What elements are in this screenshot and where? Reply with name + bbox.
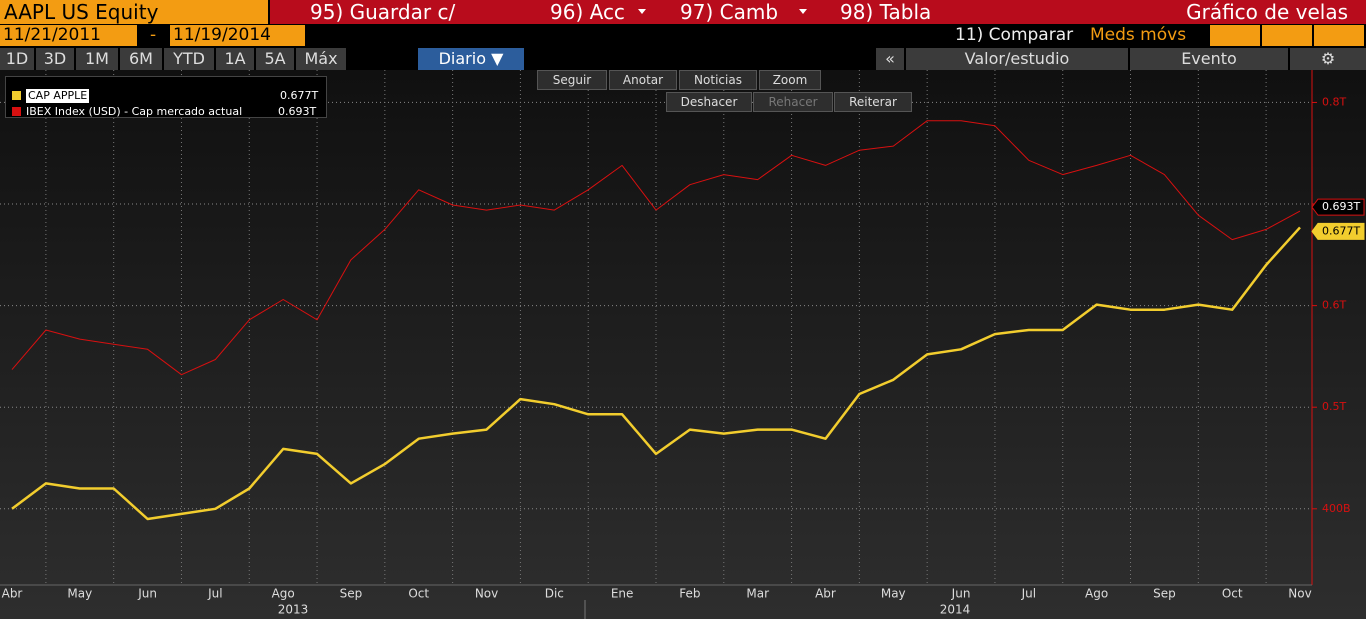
y-tick-label: 400B — [1322, 502, 1351, 515]
period-button[interactable]: 1A — [216, 48, 254, 70]
date-separator: - — [150, 25, 157, 45]
period-button[interactable]: Máx — [296, 48, 346, 70]
tool-button[interactable]: Zoom — [759, 70, 821, 90]
x-tick-label: Sep — [340, 587, 363, 601]
menu-item[interactable]: 98) Tabla — [840, 0, 932, 24]
event[interactable]: Evento — [1130, 48, 1288, 70]
tool-button[interactable]: Reiterar — [834, 92, 912, 112]
chart-background — [0, 70, 1366, 619]
compare[interactable]: 11) Comparar — [955, 25, 1074, 45]
period-button[interactable]: 6M — [120, 48, 162, 70]
period-button[interactable]: YTD — [164, 48, 214, 70]
legend-swatch — [12, 107, 21, 116]
input-boxes[interactable] — [1210, 25, 1366, 46]
legend-swatch — [12, 91, 21, 100]
period-button[interactable]: 1D — [0, 48, 34, 70]
last-value-flag — [1311, 198, 1365, 216]
x-tick-label: Sep — [1153, 587, 1176, 601]
series-line — [11, 226, 1301, 521]
y-tick-label: 0.6T — [1322, 299, 1346, 312]
ticker[interactable]: AAPL US Equity — [0, 0, 268, 24]
menu-item[interactable]: 95) Guardar c/ — [310, 0, 456, 24]
x-tick-label: May — [881, 587, 906, 601]
year-label: 2014 — [940, 603, 971, 617]
study[interactable]: Valor/estudio — [906, 48, 1128, 70]
menu-item[interactable]: 97) Camb — [680, 0, 779, 24]
end-date[interactable]: 11/19/2014 — [170, 25, 305, 46]
chart: 400B 0.5T 0.6T 0.8T Abr May Jun Jul Ago Sep Oct Nov… — [0, 70, 1366, 619]
legend-value: 0.677T — [280, 89, 319, 102]
menu-item[interactable]: 96) Acc — [550, 0, 625, 24]
y-tick-label: 0.5T — [1322, 400, 1346, 413]
y-tick-label: 0.8T — [1322, 95, 1346, 108]
x-tick-label: Jul — [207, 587, 222, 601]
moving-avg[interactable]: Meds móvs — [1090, 25, 1187, 45]
x-tick-label: Ene — [611, 587, 634, 601]
x-tick-label: Mar — [746, 587, 769, 601]
x-tick-label: Ago — [1085, 587, 1108, 601]
tool-button[interactable]: Rehacer — [753, 92, 833, 112]
x-tick-label: Oct — [408, 587, 429, 601]
period-button[interactable]: 3D — [36, 48, 74, 70]
tool-button[interactable]: Noticias — [679, 70, 757, 90]
x-tick-label: May — [67, 587, 92, 601]
x-tick-label: Nov — [1288, 587, 1311, 601]
x-tick-label: Jul — [1021, 587, 1036, 601]
caret — [799, 9, 807, 14]
chart-kind: Gráfico de velas — [1186, 0, 1348, 24]
tool-button[interactable]: Deshacer — [666, 92, 752, 112]
legend-name: IBEX Index (USD) - Cap mercado actual — [26, 105, 243, 118]
x-tick-label: Ago — [272, 587, 295, 601]
x-tick-label: Abr — [815, 587, 836, 601]
x-tick-label: Dic — [545, 587, 564, 601]
menu-bar — [270, 0, 1366, 24]
last-value-flag — [1311, 222, 1365, 240]
period-button[interactable]: 1M — [76, 48, 118, 70]
x-tick-label: Nov — [475, 587, 498, 601]
collapse[interactable]: « — [876, 48, 904, 70]
x-tick-label: Oct — [1222, 587, 1243, 601]
legend-name: CAP APPLE — [26, 89, 90, 103]
x-tick-label: Feb — [679, 587, 700, 601]
last-value-label: 0.677T — [1322, 224, 1360, 237]
year-label: 2013 — [278, 603, 309, 617]
tool-button[interactable]: Anotar — [609, 70, 677, 90]
x-tick-label: Jun — [137, 587, 157, 601]
start-date[interactable]: 11/21/2011 — [0, 25, 137, 46]
x-tick-label: Abr — [2, 587, 23, 601]
settings[interactable]: ⚙ — [1290, 48, 1366, 70]
x-tick-label: Jun — [951, 587, 971, 601]
caret — [638, 9, 646, 14]
period-button[interactable]: 5A — [256, 48, 294, 70]
frequency[interactable]: Diario ▼ — [418, 48, 524, 70]
legend-value: 0.693T — [278, 105, 317, 118]
last-value-label: 0.693T — [1322, 200, 1360, 213]
tool-button[interactable]: Seguir — [537, 70, 607, 90]
series-line — [11, 120, 1301, 376]
